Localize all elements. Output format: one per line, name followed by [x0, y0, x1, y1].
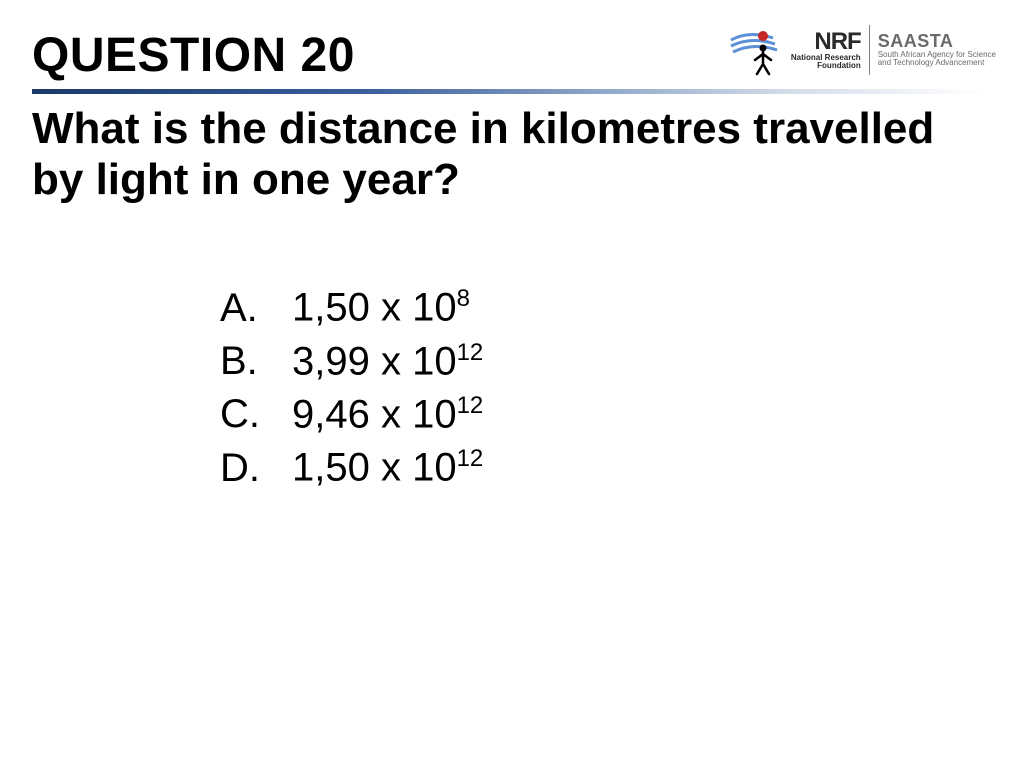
logo-cluster: NRF National Research Foundation SAASTA …	[723, 18, 1002, 82]
nrf-icon	[729, 22, 785, 78]
option-value: 1,50 x 1012	[292, 445, 483, 490]
option-value: 3,99 x 1012	[292, 339, 483, 384]
saasta-line2: and Technology Advancement	[878, 59, 996, 67]
option-value: 1,50 x 108	[292, 285, 470, 330]
option-letter: D.	[220, 446, 292, 491]
options-list: A.1,50 x 108B.3,99 x 1012C.9,46 x 1012D.…	[0, 285, 1024, 490]
nrf-text: NRF National Research Foundation	[791, 30, 861, 70]
saasta-abbrev: SAASTA	[878, 32, 996, 51]
slide-header: QUESTION 20 NRF National Research Founda…	[0, 0, 1024, 94]
nrf-line2: Foundation	[791, 62, 861, 70]
option-letter: C.	[220, 392, 292, 437]
logo-divider	[869, 25, 870, 75]
header-divider	[32, 89, 984, 94]
option-row: D.1,50 x 1012	[220, 445, 1024, 490]
option-row: A.1,50 x 108	[220, 285, 1024, 330]
option-value: 9,46 x 1012	[292, 392, 483, 437]
saasta-logo: SAASTA South African Agency for Science …	[878, 32, 996, 68]
option-letter: B.	[220, 339, 292, 384]
option-row: C.9,46 x 1012	[220, 392, 1024, 437]
nrf-abbrev: NRF	[791, 30, 861, 54]
option-letter: A.	[220, 286, 292, 331]
option-row: B.3,99 x 1012	[220, 339, 1024, 384]
question-text: What is the distance in kilometres trave…	[0, 104, 1024, 205]
nrf-logo: NRF National Research Foundation	[729, 22, 861, 78]
